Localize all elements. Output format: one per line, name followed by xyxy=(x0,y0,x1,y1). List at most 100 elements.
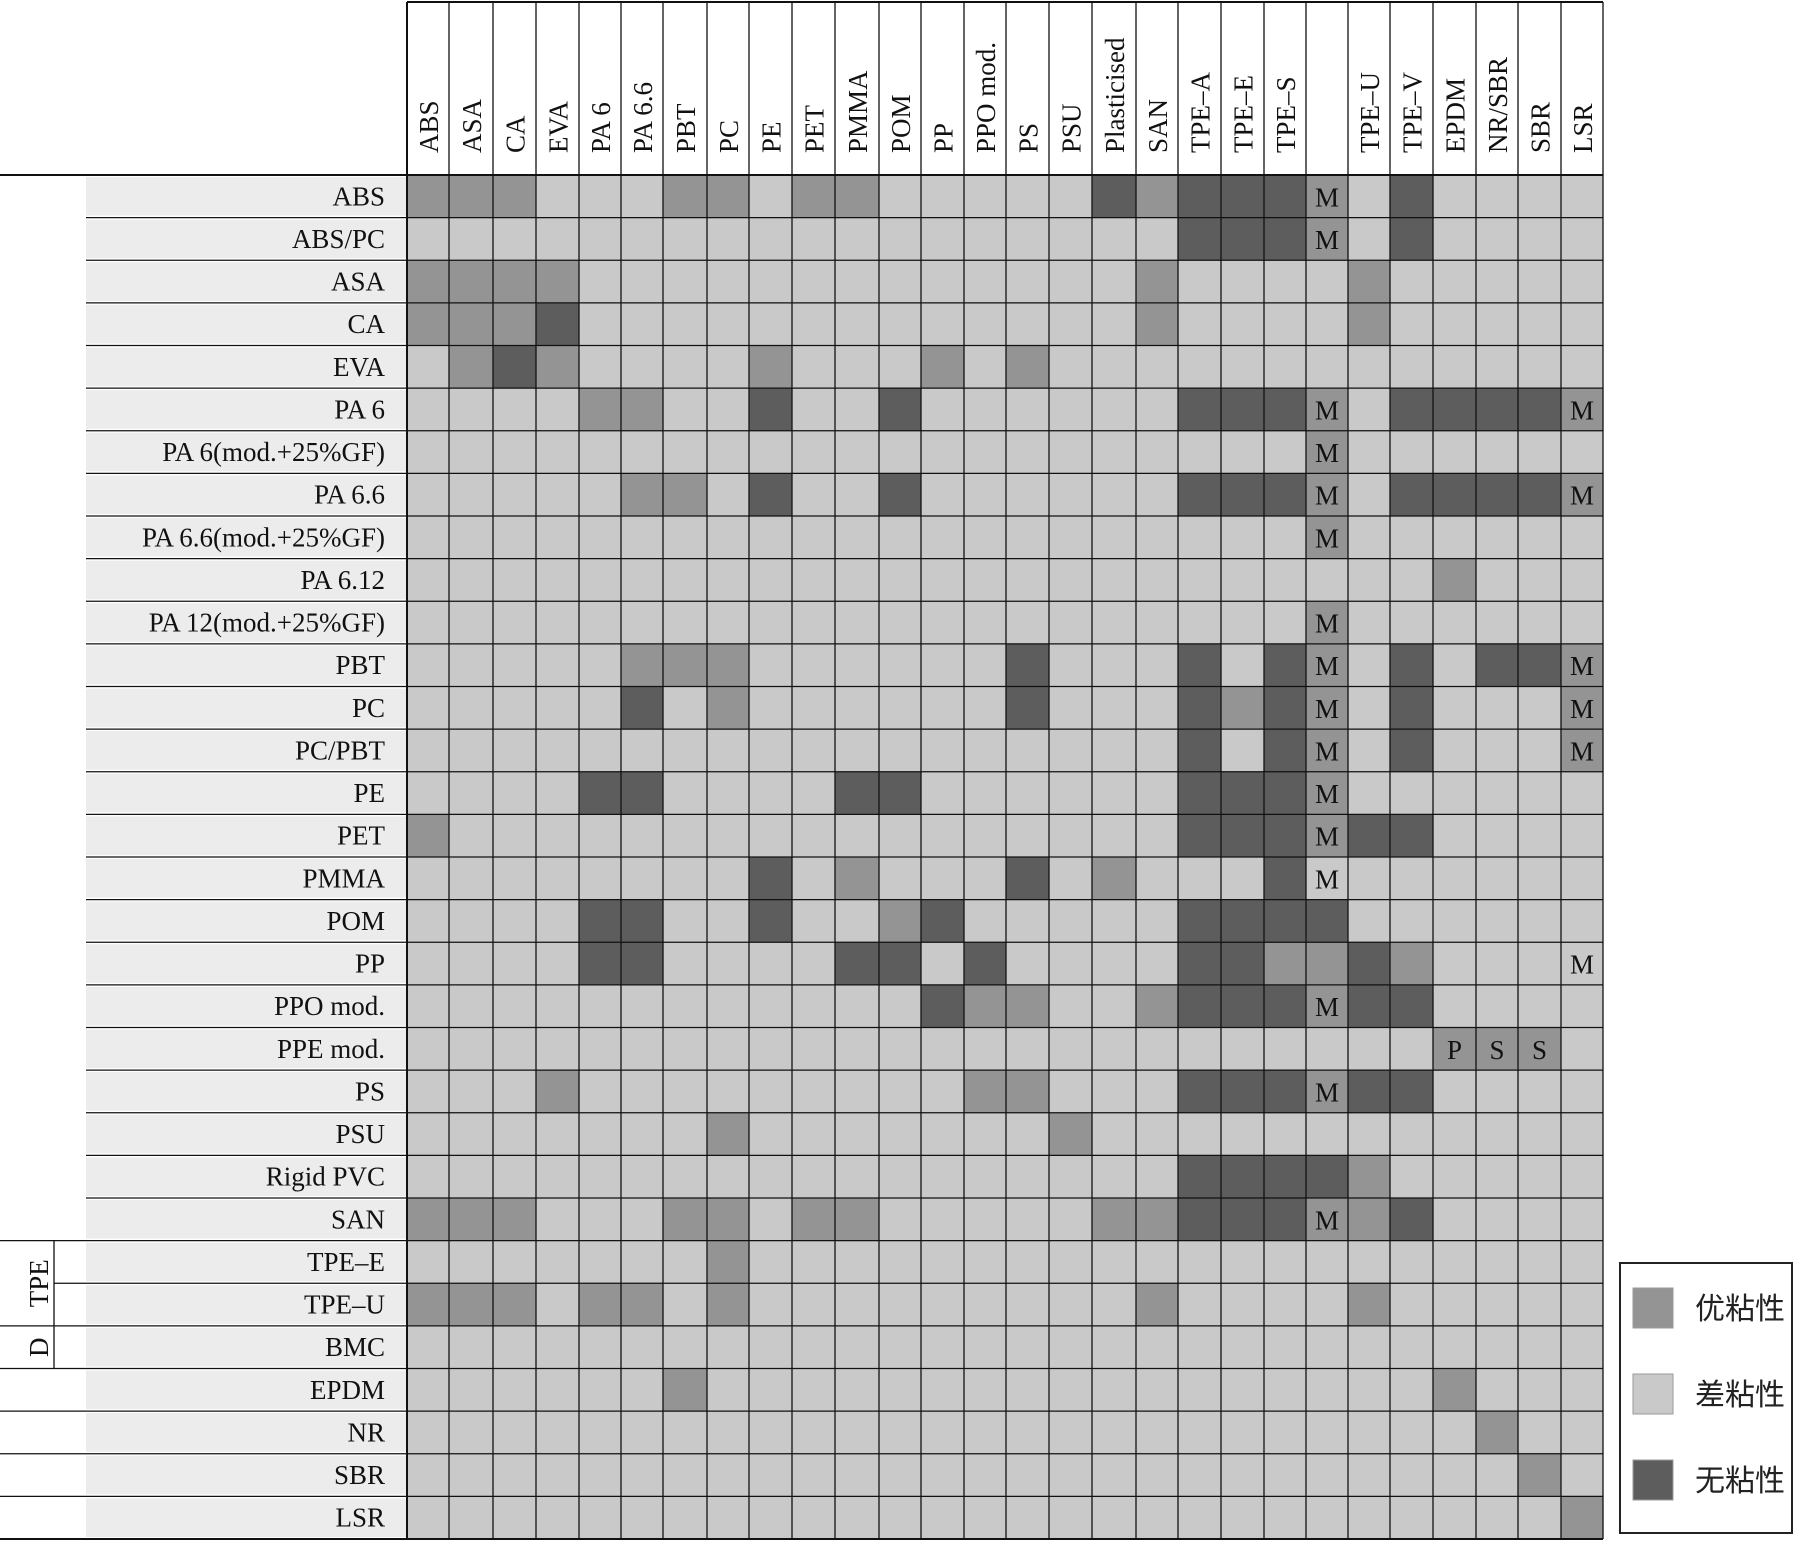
heatmap-cell xyxy=(1092,175,1136,218)
heatmap-cell xyxy=(1306,516,1348,559)
heatmap-cell xyxy=(1561,984,1603,1028)
cell-marker: M xyxy=(1315,523,1339,553)
heatmap-cell xyxy=(1178,814,1221,857)
heatmap-cell xyxy=(792,1027,835,1071)
heatmap-cell xyxy=(1006,1027,1049,1071)
heatmap-cell xyxy=(579,1240,621,1284)
heatmap-cell xyxy=(536,942,579,985)
heatmap-cell xyxy=(407,857,449,900)
row-header: NR xyxy=(347,1417,385,1447)
column-header: EVA xyxy=(544,100,574,153)
heatmap-cell xyxy=(1178,1240,1221,1284)
heatmap-cell xyxy=(921,388,964,431)
heatmap-cell xyxy=(707,643,749,687)
heatmap-cell xyxy=(879,984,921,1028)
heatmap-cell xyxy=(921,984,964,1028)
heatmap-cell xyxy=(1390,1411,1433,1454)
heatmap-cell xyxy=(663,516,707,559)
heatmap-cell xyxy=(879,942,921,985)
heatmap-cell xyxy=(1092,1198,1136,1241)
heatmap-cell xyxy=(1476,1368,1518,1412)
heatmap-cell xyxy=(1006,1325,1049,1369)
heatmap-cell xyxy=(707,601,749,644)
heatmap-cell xyxy=(1306,345,1348,389)
heatmap-cell xyxy=(449,302,493,346)
heatmap-cell xyxy=(621,1496,663,1539)
heatmap-cell xyxy=(1136,984,1178,1028)
heatmap-cell xyxy=(879,686,921,730)
heatmap-cell xyxy=(536,771,579,815)
heatmap-cell xyxy=(707,217,749,261)
heatmap-cell xyxy=(835,857,879,900)
heatmap-cell xyxy=(1092,899,1136,943)
heatmap-cell xyxy=(1433,942,1476,985)
heatmap-cell xyxy=(1092,814,1136,857)
heatmap-cell xyxy=(1006,302,1049,346)
row-header: PA 6.12 xyxy=(300,565,385,595)
heatmap-cell xyxy=(1390,601,1433,644)
heatmap-cell xyxy=(579,942,621,985)
heatmap-cell xyxy=(407,729,449,772)
heatmap-cell xyxy=(621,1368,663,1412)
heatmap-cell xyxy=(663,175,707,218)
heatmap-cell xyxy=(1049,1240,1092,1284)
heatmap-cell xyxy=(449,473,493,516)
row-header: EVA xyxy=(333,352,386,382)
heatmap-cell xyxy=(1264,643,1306,687)
heatmap-cell xyxy=(663,814,707,857)
row-header-band xyxy=(86,986,406,1026)
heatmap-cell xyxy=(493,1325,536,1369)
heatmap-cell xyxy=(579,175,621,218)
heatmap-cell xyxy=(1561,1198,1603,1241)
heatmap-cell xyxy=(749,430,792,474)
column-header: PA 6 xyxy=(586,102,616,153)
heatmap-cell xyxy=(879,1070,921,1113)
heatmap-cell xyxy=(1348,1368,1390,1412)
row-header: POM xyxy=(326,906,385,936)
heatmap-cell xyxy=(749,857,792,900)
heatmap-cell xyxy=(1178,260,1221,303)
heatmap-cell xyxy=(536,1070,579,1113)
heatmap-cell xyxy=(1433,1496,1476,1539)
heatmap-cell xyxy=(579,516,621,559)
heatmap-cell xyxy=(579,1283,621,1326)
heatmap-cell xyxy=(921,1411,964,1454)
heatmap-cell xyxy=(1006,984,1049,1028)
heatmap-cell xyxy=(1136,345,1178,389)
heatmap-cell xyxy=(407,1283,449,1326)
heatmap-cell xyxy=(407,984,449,1028)
heatmap-cell xyxy=(407,388,449,431)
heatmap-cell xyxy=(1178,345,1221,389)
heatmap-cell xyxy=(921,260,964,303)
heatmap-cell xyxy=(749,217,792,261)
heatmap-cell xyxy=(621,473,663,516)
heatmap-cell xyxy=(1136,1453,1178,1497)
heatmap-cell xyxy=(1136,686,1178,730)
heatmap-cell xyxy=(1006,473,1049,516)
heatmap-cell xyxy=(579,1155,621,1198)
heatmap-cell xyxy=(1049,1155,1092,1198)
heatmap-cell xyxy=(749,1368,792,1412)
heatmap-cell xyxy=(536,1198,579,1241)
heatmap-cell xyxy=(1518,601,1561,644)
heatmap-cell xyxy=(1092,984,1136,1028)
heatmap-cell xyxy=(879,430,921,474)
heatmap-cell xyxy=(707,1411,749,1454)
heatmap-cell xyxy=(1518,814,1561,857)
heatmap-cell xyxy=(835,643,879,687)
heatmap-cell xyxy=(921,473,964,516)
heatmap-cell xyxy=(1476,771,1518,815)
heatmap-cell xyxy=(1306,601,1348,644)
row-header-band xyxy=(86,177,406,216)
heatmap-cell xyxy=(536,473,579,516)
heatmap-cell xyxy=(1433,686,1476,730)
heatmap-cell xyxy=(1006,175,1049,218)
heatmap-cell xyxy=(1348,1325,1390,1369)
heatmap-cell xyxy=(921,1112,964,1156)
heatmap-cell xyxy=(1433,984,1476,1028)
heatmap-cell xyxy=(1561,942,1603,985)
heatmap-cell xyxy=(964,430,1006,474)
heatmap-cell xyxy=(964,1198,1006,1241)
heatmap-cell xyxy=(1306,814,1348,857)
heatmap-cell xyxy=(1561,686,1603,730)
